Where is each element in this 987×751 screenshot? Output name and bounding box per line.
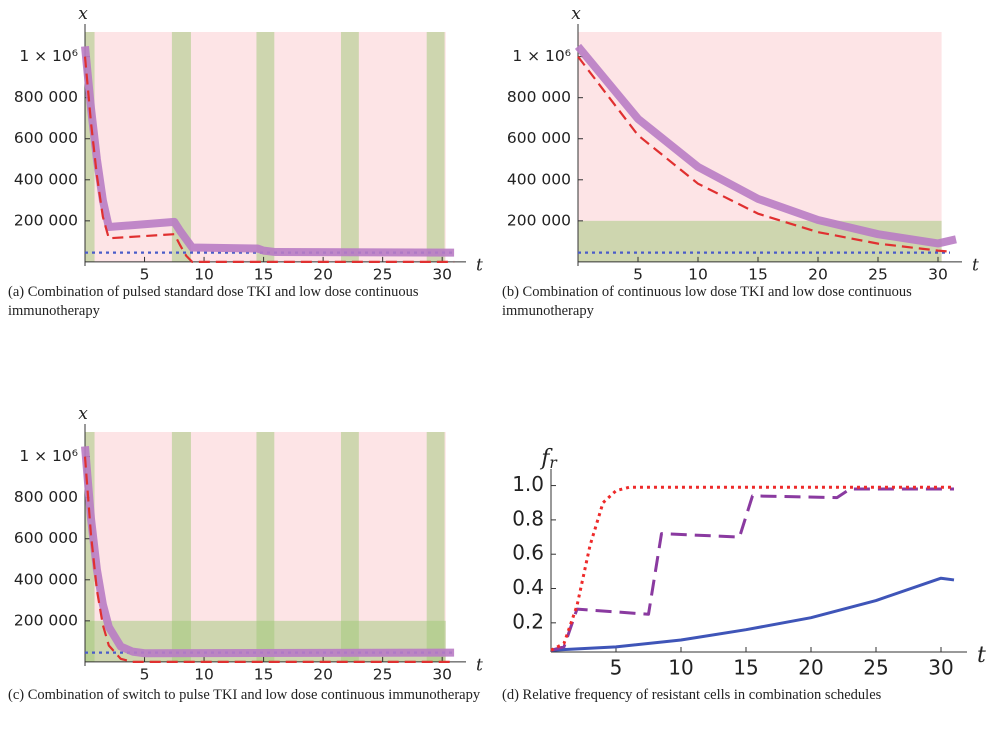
y-tick-label: 200 000 bbox=[14, 611, 78, 629]
x-tick-label: 10 bbox=[194, 666, 214, 684]
y-tick-label: 0.4 bbox=[512, 575, 544, 599]
x-tick-label: 5 bbox=[140, 666, 150, 684]
series-line bbox=[550, 485, 954, 652]
x-tick-label: 20 bbox=[313, 266, 333, 284]
y-tick-label: 800 000 bbox=[507, 88, 571, 106]
y-tick-label: 0.6 bbox=[512, 541, 544, 565]
x-tick-label: 15 bbox=[748, 266, 768, 284]
x-tick-label: 30 bbox=[928, 656, 953, 680]
series-line bbox=[550, 576, 955, 652]
y-tick-label: 600 000 bbox=[14, 129, 78, 147]
series-line bbox=[83, 456, 455, 663]
x-tick-label: 30 bbox=[928, 266, 948, 284]
x-tick-label: 5 bbox=[140, 266, 150, 284]
series-line bbox=[550, 487, 954, 652]
y-axis-label-subscript: r bbox=[549, 454, 558, 472]
x-tick-label: 20 bbox=[798, 656, 823, 680]
y-tick-label: 400 000 bbox=[14, 570, 78, 588]
y-tick-label: 800 000 bbox=[14, 88, 78, 106]
y-tick-label: 200 000 bbox=[14, 211, 78, 229]
x-tick-label: 25 bbox=[373, 666, 393, 684]
x-tick-label: 5 bbox=[633, 266, 643, 284]
x-tick-label: 10 bbox=[688, 266, 708, 284]
x-axis-label: t bbox=[977, 643, 986, 668]
caption: (c) Combination of switch to pulse TKI a… bbox=[8, 687, 481, 703]
x-axis-label: t bbox=[476, 255, 483, 275]
caption: (d) Relative frequency of resistant cell… bbox=[502, 687, 882, 703]
x-tick-label: 30 bbox=[432, 666, 452, 684]
shaded-region bbox=[340, 32, 359, 262]
x-tick-label: 10 bbox=[668, 656, 693, 680]
y-tick-label: 200 000 bbox=[507, 211, 571, 229]
x-tick-label: 25 bbox=[868, 266, 888, 284]
y-tick-label: 800 000 bbox=[14, 488, 78, 506]
y-tick-label: 1 × 10⁶ bbox=[19, 47, 78, 65]
shaded-region bbox=[85, 432, 95, 662]
y-tick-label: 1 × 10⁶ bbox=[19, 447, 78, 465]
y-tick-label: 400 000 bbox=[507, 170, 571, 188]
series-line bbox=[574, 43, 957, 248]
y-tick-label: 400 000 bbox=[14, 170, 78, 188]
x-tick-label: 20 bbox=[313, 666, 333, 684]
y-axis-label: fr bbox=[539, 446, 558, 472]
x-tick-label: 25 bbox=[863, 656, 888, 680]
y-tick-label: 600 000 bbox=[14, 529, 78, 547]
y-axis-label-main: x bbox=[571, 4, 581, 24]
x-tick-label: 25 bbox=[373, 266, 393, 284]
shaded-region bbox=[426, 32, 445, 262]
shaded-region bbox=[256, 432, 275, 662]
series-line bbox=[83, 56, 455, 263]
series-line bbox=[81, 446, 455, 658]
y-axis-label-main: x bbox=[78, 404, 88, 424]
x-tick-label: 5 bbox=[610, 656, 623, 680]
shaded-region bbox=[256, 32, 275, 262]
shaded-region bbox=[85, 32, 95, 262]
shaded-region bbox=[426, 432, 445, 662]
x-tick-label: 10 bbox=[194, 266, 214, 284]
y-axis-label: x bbox=[78, 4, 88, 24]
x-tick-label: 30 bbox=[432, 266, 452, 284]
x-tick-label: 15 bbox=[254, 266, 274, 284]
y-tick-label: 1.0 bbox=[512, 472, 544, 496]
x-tick-label: 15 bbox=[733, 656, 758, 680]
y-tick-label: 600 000 bbox=[507, 129, 571, 147]
x-axis-label: t bbox=[476, 655, 483, 675]
y-axis-label-main: x bbox=[78, 4, 88, 24]
series-line bbox=[577, 55, 951, 253]
y-axis-label: x bbox=[78, 404, 88, 424]
x-tick-label: 20 bbox=[808, 266, 828, 284]
x-axis-label: t bbox=[972, 255, 979, 275]
x-tick-label: 15 bbox=[254, 666, 274, 684]
shaded-region bbox=[171, 32, 191, 262]
y-tick-label: 1 × 10⁶ bbox=[512, 47, 571, 65]
shaded-region bbox=[340, 432, 359, 662]
shaded-region bbox=[578, 220, 942, 262]
y-axis-label: x bbox=[571, 4, 581, 24]
y-tick-label: 0.2 bbox=[512, 609, 544, 633]
caption: (a) Combination of pulsed standard dose … bbox=[8, 284, 419, 319]
y-tick-label: 0.8 bbox=[512, 506, 544, 530]
series-line bbox=[81, 45, 455, 257]
shaded-region bbox=[171, 432, 191, 662]
caption: (b) Combination of continuous low dose T… bbox=[502, 284, 912, 319]
